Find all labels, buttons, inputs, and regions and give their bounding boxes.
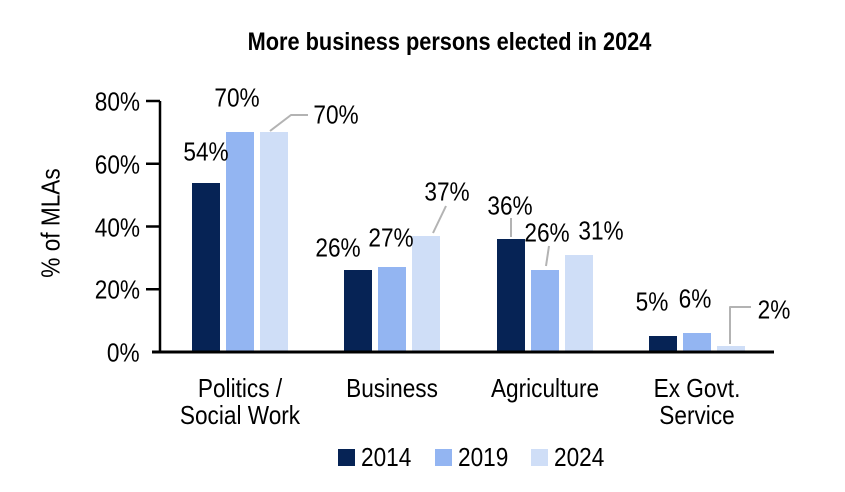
chart-title: More business persons elected in 2024 bbox=[247, 28, 652, 56]
category-label-line: Service bbox=[658, 400, 735, 430]
data-label-2019-category-4: 6% bbox=[678, 283, 712, 314]
data-label-2024-category-3: 31% bbox=[578, 215, 624, 246]
data-label-2019-category-3: 26% bbox=[524, 217, 570, 248]
y-tick-label-60: 60% bbox=[94, 149, 140, 180]
bar-2019-category-4 bbox=[682, 333, 711, 352]
leader-line-2019-category-3 bbox=[545, 245, 550, 267]
bar-2019-category-2 bbox=[378, 267, 406, 352]
bar-2024-category-3 bbox=[564, 254, 593, 352]
leader-line-2024-category-4 bbox=[729, 306, 751, 344]
legend-swatch-2019 bbox=[434, 448, 452, 466]
category-label-line: Ex Govt. bbox=[653, 373, 740, 403]
bar-2014-category-1 bbox=[192, 182, 220, 352]
data-label-2024-category-4: 2% bbox=[757, 294, 791, 325]
bar-2014-category-3 bbox=[496, 239, 525, 352]
data-label-2014-category-1: 54% bbox=[183, 136, 229, 167]
legend-label-2014: 2014 bbox=[360, 441, 412, 472]
data-label-2024-category-2: 37% bbox=[424, 176, 470, 207]
legend-swatch-2024 bbox=[531, 448, 549, 466]
bar-2019-category-1 bbox=[226, 132, 254, 352]
category-label-line: Politics / bbox=[197, 373, 283, 403]
bar-2014-category-4 bbox=[648, 336, 677, 352]
bar-2014-category-2 bbox=[344, 270, 372, 352]
category-label-line: Business bbox=[346, 373, 438, 403]
bar-2024-category-4 bbox=[716, 345, 745, 352]
y-tick-label-20: 20% bbox=[94, 274, 140, 305]
data-label-2014-category-4: 5% bbox=[635, 286, 669, 317]
legend-item-2014: 2014 bbox=[337, 441, 413, 473]
data-label-2019-category-1: 70% bbox=[214, 82, 260, 113]
legend: 2014 2019 2024 bbox=[152, 441, 792, 473]
legend-item-2019: 2019 bbox=[434, 441, 510, 473]
y-tick-label-80: 80% bbox=[94, 86, 140, 117]
y-tick-label-40: 40% bbox=[94, 212, 140, 242]
data-label-2019-category-2: 27% bbox=[368, 222, 414, 253]
legend-label-2024: 2024 bbox=[554, 441, 605, 472]
leader-line-2024-category-1 bbox=[269, 114, 308, 132]
category-label-3: Agriculture bbox=[458, 375, 632, 402]
bar-2019-category-3 bbox=[530, 270, 559, 352]
bar-2024-category-1 bbox=[260, 132, 288, 352]
legend-item-2024: 2024 bbox=[531, 442, 606, 473]
data-label-2024-category-1: 70% bbox=[313, 99, 359, 130]
legend-label-2019: 2019 bbox=[457, 441, 508, 472]
leader-line-2024-category-2 bbox=[432, 205, 447, 234]
y-tick-label-0: 0% bbox=[107, 337, 140, 368]
bar-2024-category-2 bbox=[412, 235, 440, 352]
y-axis-title: % of MLAs bbox=[35, 168, 66, 278]
category-label-2: Business bbox=[305, 375, 479, 402]
data-label-2014-category-2: 26% bbox=[315, 232, 361, 263]
category-label-1: Politics / Social Work bbox=[153, 375, 327, 429]
category-label-line: Social Work bbox=[179, 400, 301, 430]
legend-swatch-2014 bbox=[337, 448, 355, 466]
category-label-line: Agriculture bbox=[490, 373, 599, 403]
data-label-2014-category-3: 36% bbox=[487, 190, 533, 221]
category-label-4: Ex Govt. Service bbox=[610, 375, 784, 429]
